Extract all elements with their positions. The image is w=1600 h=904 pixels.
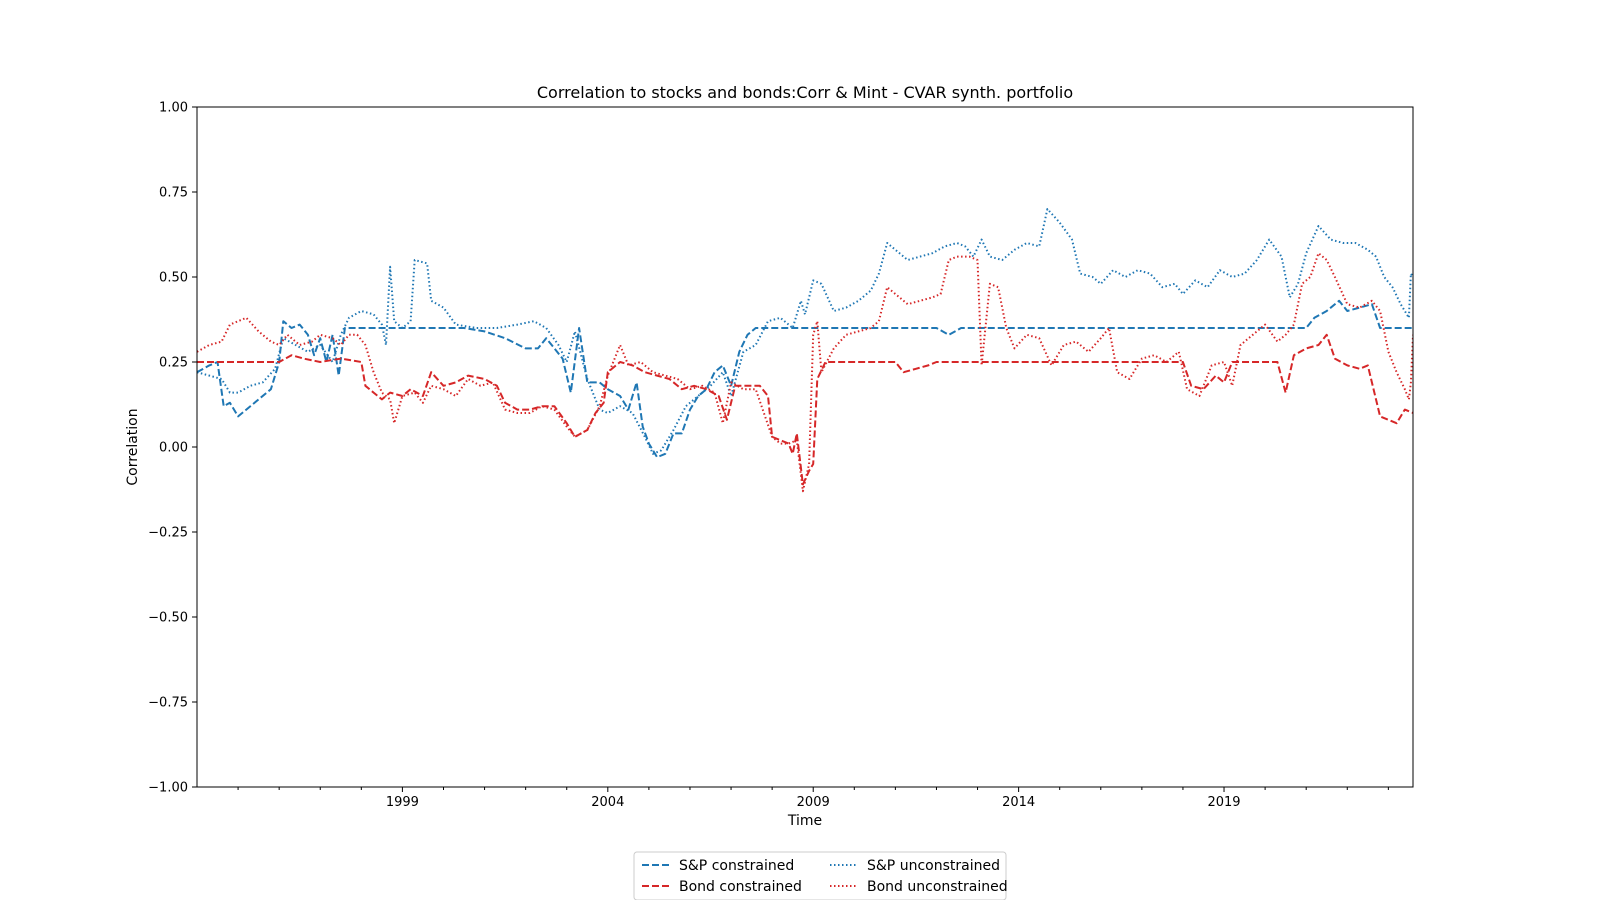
y-tick-label: −0.50 [148,611,188,626]
series-line-s-p-constrained [197,299,1413,459]
y-tick-label: −0.75 [148,696,188,711]
y-tick-label: 1.00 [159,101,188,116]
y-tick-label: 0.00 [159,441,188,456]
x-axis-label: Time [787,813,822,829]
series-line-s-p-unconstrained [197,208,1413,455]
series-line-bond-unconstrained [197,252,1413,493]
plot-area [197,208,1413,493]
x-tick-label: 2004 [591,795,624,810]
x-tick-label: 2019 [1207,795,1240,810]
x-tick-label: 2014 [1002,795,1035,810]
legend: S&P constrained Bond constrained S&P uncon… [633,851,1008,901]
legend-label-s-p-unconstrained: S&P unconstrained [867,858,1000,874]
legend-label-bond-unconstrained: Bond unconstrained [867,879,1008,895]
y-tick-label: 0.25 [159,356,188,371]
series-line-bond-constrained [197,333,1413,486]
y-tick-label: −1.00 [148,781,188,796]
y-tick-label: 0.75 [159,186,188,201]
y-tick-label: −0.25 [148,526,188,541]
x-tick-label: 2009 [797,795,830,810]
y-tick-label: 0.50 [159,271,188,286]
x-tick-label: 1999 [386,795,419,810]
y-axis-label: Correlation [125,408,141,485]
chart-title: Correlation to stocks and bonds:Corr & M… [537,83,1073,102]
axes: −1.00 −0.75 −0.50 −0.25 0.00 0.25 0.50 0.75 1.00… [148,101,1414,810]
legend-label-bond-constrained: Bond constrained [679,879,802,895]
legend-label-s-p-constrained: S&P constrained [679,858,794,874]
plot-frame [196,106,1414,788]
